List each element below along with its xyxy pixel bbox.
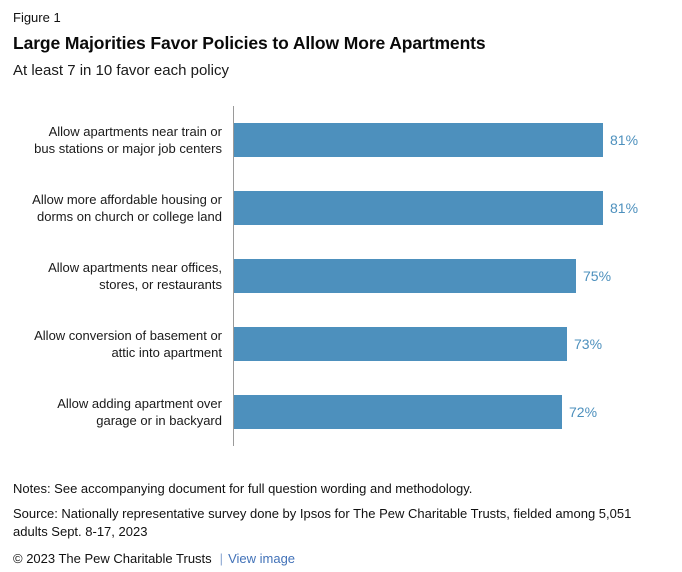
- category-label-line: Allow apartments near offices,: [48, 260, 222, 275]
- category-label: Allow adding apartment over garage or in …: [13, 395, 222, 429]
- bar: [234, 327, 567, 361]
- category-label: Allow conversion of basement or attic int…: [13, 327, 222, 361]
- bar-zone: 81%: [233, 174, 669, 242]
- bar: [234, 395, 562, 429]
- bar-zone: 72%: [233, 378, 669, 446]
- value-label: 75%: [583, 268, 612, 284]
- category-label: Allow apartments near train or bus statio…: [13, 123, 222, 157]
- chart-title: Large Majorities Favor Policies to Allow…: [13, 33, 486, 53]
- bar: [234, 123, 603, 157]
- category-label: Allow more affordable housing or dorms on…: [13, 191, 222, 225]
- value-label: 73%: [574, 336, 603, 352]
- chart-row: Allow apartments near train or bus statio…: [13, 106, 669, 174]
- category-label-line: Allow adding apartment over: [57, 396, 222, 411]
- category-label-line: attic into apartment: [111, 345, 222, 360]
- category-label-line: Allow apartments near train or: [48, 124, 222, 139]
- bar-zone: 75%: [233, 242, 669, 310]
- bar-zone: 73%: [233, 310, 669, 378]
- category-label: Allow apartments near offices, stores, or…: [13, 259, 222, 293]
- source-text: Source: Nationally representative survey…: [13, 506, 632, 539]
- chart-row: Allow conversion of basement or attic int…: [13, 310, 669, 378]
- view-image-link[interactable]: View image: [228, 551, 296, 566]
- category-label-line: dorms on church or college land: [37, 209, 222, 224]
- chart-rows: Allow apartments near train or bus statio…: [13, 106, 669, 446]
- bar: [234, 191, 603, 225]
- separator-pipe: |: [219, 551, 224, 566]
- category-label-line: Allow conversion of basement or: [34, 328, 222, 343]
- copyright-row: © 2023 The Pew Charitable Trusts | View im…: [13, 550, 669, 567]
- category-label-line: bus stations or major job centers: [34, 141, 222, 156]
- value-label: 81%: [610, 132, 639, 148]
- bar-zone: 81%: [233, 106, 669, 174]
- figure-label: Figure 1: [13, 10, 61, 25]
- bar: [234, 259, 576, 293]
- chart-subtitle: At least 7 in 10 favor each policy: [13, 62, 229, 79]
- notes-text: Notes: See accompanying document for ful…: [13, 481, 473, 496]
- chart-row: Allow adding apartment over garage or in …: [13, 378, 669, 446]
- category-label-line: Allow more affordable housing or: [32, 192, 222, 207]
- category-label-line: garage or in backyard: [96, 413, 222, 428]
- value-label: 81%: [610, 200, 639, 216]
- chart-row: Allow more affordable housing or dorms on…: [13, 174, 669, 242]
- bar-chart: Allow apartments near train or bus statio…: [13, 106, 669, 446]
- value-label: 72%: [569, 404, 598, 420]
- chart-row: Allow apartments near offices, stores, or…: [13, 242, 669, 310]
- category-label-line: stores, or restaurants: [99, 277, 222, 292]
- copyright-text: © 2023 The Pew Charitable Trusts: [13, 551, 212, 566]
